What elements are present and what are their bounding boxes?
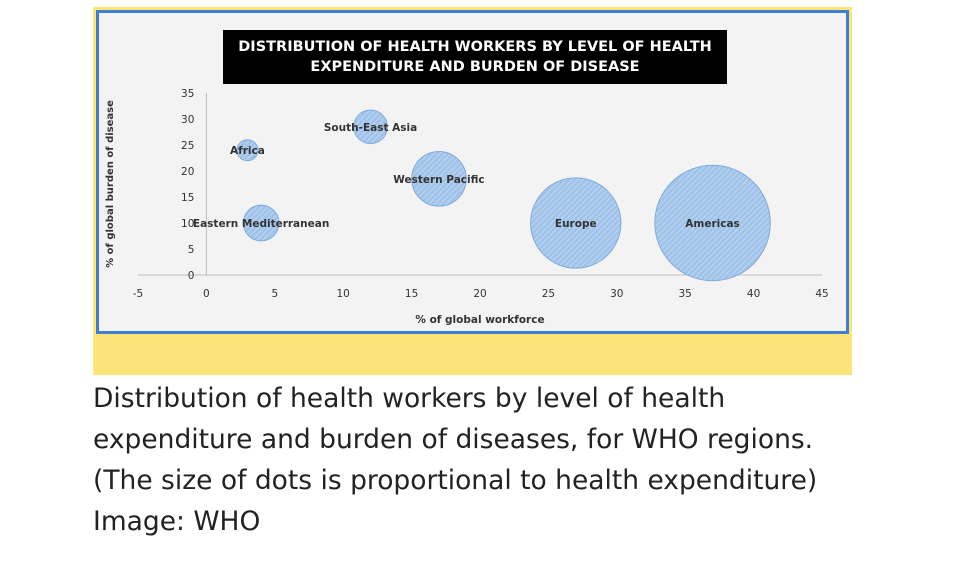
chart-area: -5 0 5 10 15 20 25 30 35 40 45 0 5 10 15 20 25 30 35 % of g… xyxy=(96,10,849,334)
y-tick-label: 25 xyxy=(181,140,194,152)
slide-frame: -5 0 5 10 15 20 25 30 35 40 45 0 5 10 15 20 25 30 35 % of g… xyxy=(93,7,852,375)
x-tick-label: 10 xyxy=(337,288,350,300)
caption-line-3: (The size of dots is proportional to hea… xyxy=(93,465,818,496)
bubble-marker xyxy=(236,139,259,162)
bubble-label: South-East Asia xyxy=(324,122,417,134)
y-tick-label: 0 xyxy=(188,270,195,282)
x-tick-label: 45 xyxy=(815,288,828,300)
x-tick-label: 30 xyxy=(610,288,623,300)
y-tick-label: 30 xyxy=(181,114,194,126)
y-axis-title: % of global burden of disease xyxy=(105,100,116,268)
chart-title: DISTRIBUTION OF HEALTH WORKERS BY LEVEL … xyxy=(223,30,727,84)
x-tick-label: 20 xyxy=(473,288,486,300)
x-axis-title: % of global workforce xyxy=(415,314,544,326)
figure-caption: Distribution of health workers by level … xyxy=(93,378,893,542)
y-tick-label: 20 xyxy=(181,166,194,178)
y-tick-label: 35 xyxy=(181,88,194,100)
x-tick-label: 35 xyxy=(679,288,692,300)
y-tick-label: 15 xyxy=(181,192,194,204)
bubble-chart: -5 0 5 10 15 20 25 30 35 40 45 0 5 10 15 20 25 30 35 % of g… xyxy=(105,88,829,326)
caption-line-2: expenditure and burden of diseases, for … xyxy=(93,424,814,455)
y-tick-label: 10 xyxy=(181,218,194,230)
caption-line-1: Distribution of health workers by level … xyxy=(93,383,726,414)
bubble-label: Americas xyxy=(685,218,740,230)
bubble-marker xyxy=(411,151,467,207)
x-tick-label: 5 xyxy=(271,288,278,300)
x-tick-label: 15 xyxy=(405,288,418,300)
y-tick-label: 5 xyxy=(188,244,195,256)
x-tick-label: 40 xyxy=(747,288,760,300)
caption-line-4: Image: WHO xyxy=(93,506,261,537)
bubble-label: Eastern Mediterranean xyxy=(193,218,329,230)
bubble-marker xyxy=(654,164,771,282)
bubble-marker xyxy=(353,109,388,145)
x-tick-label: 0 xyxy=(203,288,210,300)
bubble-label: Europe xyxy=(555,218,597,230)
bubble-label: Western Pacific xyxy=(393,174,484,186)
x-tick-label: -5 xyxy=(133,288,143,300)
x-tick-label: 25 xyxy=(542,288,555,300)
bubble-label: Africa xyxy=(230,145,265,157)
bubble-marker xyxy=(242,204,280,242)
bubble-marker xyxy=(530,177,622,269)
